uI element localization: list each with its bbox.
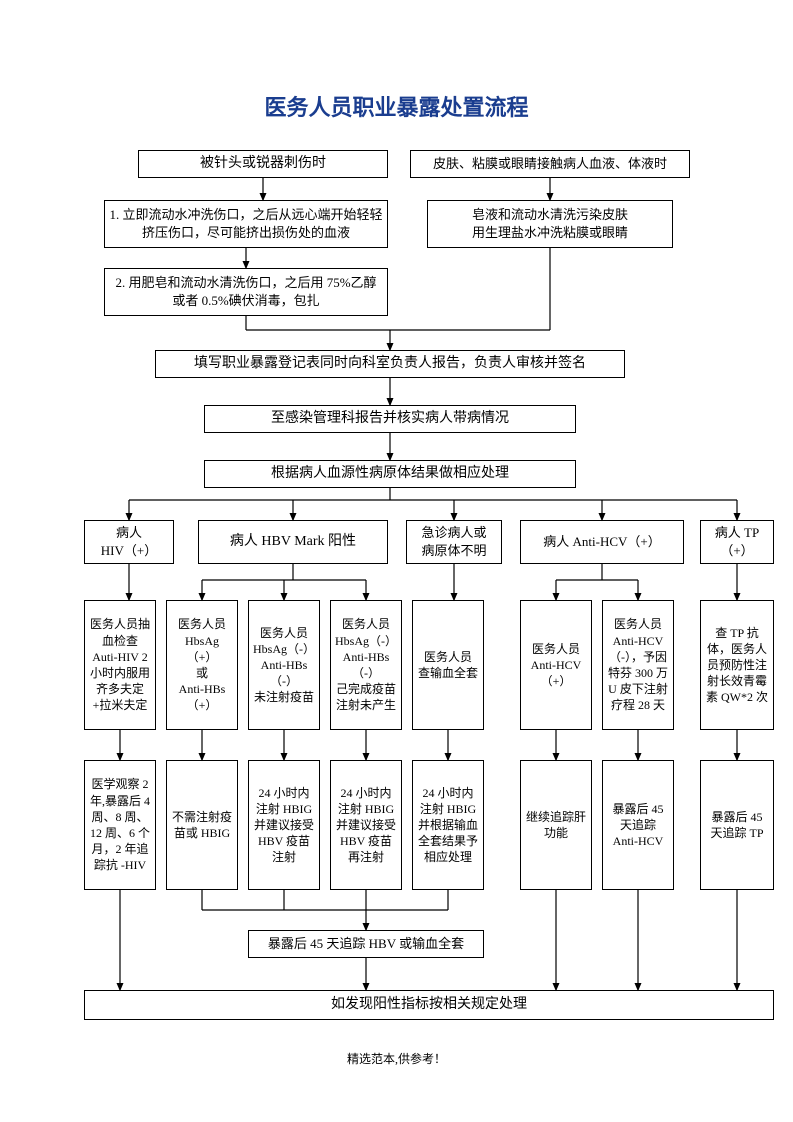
box-report-form: 填写职业暴露登记表同时向科室负责人报告，负责人审核并签名 — [155, 350, 625, 378]
box-e8: 暴露后 45 天追踪 TP — [700, 760, 774, 890]
box-d2: 医务人员 HbsAg（+） 或 Anti-HBs（+） — [166, 600, 238, 730]
box-tp-pos: 病人 TP （+） — [700, 520, 774, 564]
box-d5: 医务人员 查输血全套 — [412, 600, 484, 730]
box-e2: 不需注射疫苗或 HBIG — [166, 760, 238, 890]
page-title: 医务人员职业暴露处置流程 — [0, 90, 793, 122]
box-track-45days: 暴露后 45 天追踪 HBV 或输血全套 — [248, 930, 484, 958]
page-footer: 精选范本,供参考！ — [0, 1050, 793, 1067]
box-d8: 查 TP 抗体，医务人员预防性注射长效青霉素 QW*2 次 — [700, 600, 774, 730]
box-step2-disinfect: 2. 用肥皂和流动水清洗伤口，之后用 75%乙醇或者 0.5%碘伏消毒，包扎 — [104, 268, 388, 316]
box-e3: 24 小时内注射 HBIG 并建议接受 HBV 疫苗注射 — [248, 760, 320, 890]
box-e7: 暴露后 45 天追踪 Anti-HCV — [602, 760, 674, 890]
box-unknown: 急诊病人或 病原体不明 — [406, 520, 502, 564]
box-skin-mucosa: 皮肤、粘膜或眼睛接触病人血液、体液时 — [410, 150, 690, 178]
box-hbv-mark: 病人 HBV Mark 阳性 — [198, 520, 388, 564]
flowchart-page: 医务人员职业暴露处置流程 被针头或锐器刺伤时 皮肤、粘膜或眼睛接触病人血液、体液… — [0, 0, 793, 1122]
box-e6: 继续追踪肝功能 — [520, 760, 592, 890]
box-e4: 24 小时内注射 HBIG 并建议接受 HBV 疫苗再注射 — [330, 760, 402, 890]
box-d1: 医务人员抽血检查 Auti-HIV 2 小时内服用齐多夫定+拉米夫定 — [84, 600, 156, 730]
box-infection-report: 至感染管理科报告并核实病人带病情况 — [204, 405, 576, 433]
box-d7: 医务人员 Anti-HCV（-），予因特芬 300 万 U 皮下注射疗程 28 … — [602, 600, 674, 730]
box-step1-wash: 1. 立即流动水冲洗伤口，之后从远心端开始轻轻挤压伤口，尽可能挤出损伤处的血液 — [104, 200, 388, 248]
box-handle-by-result: 根据病人血源性病原体结果做相应处理 — [204, 460, 576, 488]
box-e5: 24 小时内注射 HBIG 并根据输血全套结果予相应处理 — [412, 760, 484, 890]
box-e1: 医学观察 2 年,暴露后 4 周、8 周、12 周、6 个月，2 年追踪抗 -H… — [84, 760, 156, 890]
box-d6: 医务人员 Anti-HCV（+） — [520, 600, 592, 730]
box-d4: 医务人员 HbsAg（-） Anti-HBs（-） 己完成疫苗注射未产生 — [330, 600, 402, 730]
box-needle-injury: 被针头或锐器刺伤时 — [138, 150, 388, 178]
box-skin-wash: 皂液和流动水清洗污染皮肤 用生理盐水冲洗粘膜或眼睛 — [427, 200, 673, 248]
box-d3: 医务人员 HbsAg（-） Anti-HBs（-） 未注射疫苗 — [248, 600, 320, 730]
box-anti-hcv: 病人 Anti-HCV（+） — [520, 520, 684, 564]
box-hiv-pos: 病人 HIV（+） — [84, 520, 174, 564]
box-positive-handle: 如发现阳性指标按相关规定处理 — [84, 990, 774, 1020]
